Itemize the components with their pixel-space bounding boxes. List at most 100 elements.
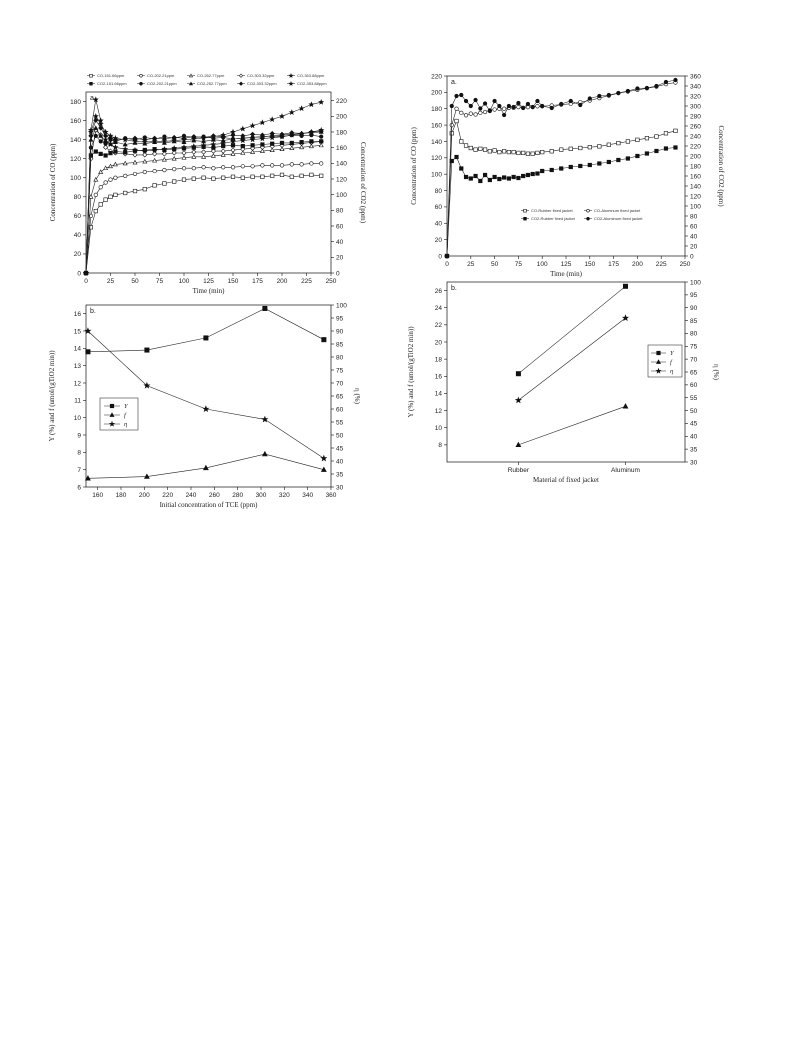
- legend-marker: [656, 359, 661, 364]
- data-point: [103, 180, 108, 185]
- legend-marker: [188, 73, 194, 78]
- y-tick-label: 14: [435, 391, 443, 398]
- data-point: [308, 129, 314, 135]
- data-point: [535, 171, 540, 176]
- data-point: [606, 159, 611, 165]
- data-point: [502, 149, 507, 154]
- data-point: [279, 146, 285, 151]
- data-point: [463, 113, 469, 118]
- data-point: [250, 131, 256, 137]
- y2-tick-label: 40: [690, 233, 698, 240]
- y2-tick-label: 260: [690, 123, 701, 130]
- data-point: [211, 176, 216, 181]
- y2-tick-label: 95: [336, 315, 344, 322]
- data-point: [521, 105, 526, 111]
- y2-tick-label: 120: [336, 176, 347, 183]
- data-point: [622, 283, 628, 289]
- y2-tick-label: 0: [690, 253, 694, 260]
- data-point: [492, 107, 497, 112]
- data-point: [530, 151, 535, 156]
- data-point: [309, 139, 314, 144]
- data-point: [143, 473, 150, 479]
- panel-label: a.: [451, 79, 457, 86]
- data-point: [482, 172, 488, 178]
- legend-box: [647, 344, 683, 378]
- data-point: [261, 415, 269, 423]
- y2-tick-label: 200: [336, 114, 347, 121]
- data-point: [103, 133, 109, 139]
- data-point: [93, 208, 98, 214]
- data-point: [616, 157, 621, 163]
- series-line: [85, 134, 322, 274]
- data-point: [162, 147, 167, 153]
- data-point: [299, 173, 304, 178]
- data-point: [578, 145, 583, 151]
- x-axis-label: Time (min): [550, 270, 582, 278]
- data-point: [261, 450, 268, 457]
- x-tick-label: 250: [680, 261, 691, 268]
- legend-marker: [238, 81, 244, 86]
- y-tick-label: 6: [77, 484, 81, 491]
- series-line: [87, 308, 325, 353]
- legend-label: CO2-252.77ppm: [197, 81, 227, 86]
- data-point: [270, 163, 275, 168]
- data-point: [240, 150, 246, 155]
- data-point: [171, 137, 178, 144]
- y2-tick-label: 30: [336, 484, 344, 491]
- data-point: [162, 181, 167, 186]
- series-line: [87, 330, 325, 459]
- data-point: [654, 134, 659, 139]
- data-point: [97, 120, 104, 127]
- y-tick-label: 10: [435, 425, 443, 432]
- data-point: [191, 154, 197, 159]
- data-point: [478, 178, 483, 184]
- data-point: [269, 147, 275, 152]
- data-point: [320, 466, 327, 472]
- data-point: [673, 128, 678, 133]
- legend-marker: [238, 73, 244, 78]
- data-point: [482, 109, 488, 115]
- data-point: [93, 176, 99, 182]
- data-point: [587, 96, 592, 101]
- data-point: [644, 151, 650, 156]
- data-point: [85, 349, 91, 355]
- data-point: [240, 164, 245, 169]
- data-point: [98, 185, 103, 190]
- y2-tick-label: 160: [690, 173, 701, 180]
- y2-tick-label: 240: [690, 133, 701, 140]
- data-point: [191, 166, 196, 171]
- chart-yield-vs-jacket: Rubber Aluminum 8 10 12 14 16 18 20 22 24 26 30 35 40 4…: [407, 279, 720, 484]
- data-point: [113, 192, 118, 197]
- panel-label: b.: [90, 308, 96, 315]
- y-tick-label: 13: [74, 363, 82, 370]
- panel-label: b.: [451, 285, 457, 292]
- legend-label: CO2-Aluminum fixed jacket: [594, 216, 643, 221]
- data-point: [478, 146, 483, 151]
- data-point: [93, 192, 98, 197]
- x-tick-label: 225: [301, 278, 312, 285]
- plot-frame: [446, 75, 686, 257]
- data-point: [250, 164, 255, 169]
- data-point: [270, 173, 275, 178]
- y2-tick-label: 80: [690, 213, 698, 220]
- x-tick-label: 25: [467, 261, 475, 268]
- data-point: [549, 105, 554, 111]
- data-point: [98, 139, 103, 144]
- data-point: [597, 144, 602, 149]
- data-point: [190, 135, 197, 142]
- legend-label: η: [670, 368, 673, 375]
- y2-tick-label: 65: [336, 393, 344, 400]
- data-point: [497, 103, 502, 109]
- y2-tick-label: 55: [336, 419, 344, 426]
- y-tick-label: 12: [435, 408, 443, 415]
- y-tick-label: 8: [77, 450, 81, 457]
- data-point: [112, 144, 119, 150]
- legend-label: CO-202.21ppm: [147, 73, 175, 78]
- series-line: [85, 163, 322, 274]
- data-point: [289, 140, 294, 146]
- legend-marker: [109, 412, 115, 417]
- data-point: [459, 92, 464, 98]
- data-point: [521, 150, 526, 156]
- data-point: [673, 77, 678, 83]
- data-point: [319, 139, 324, 144]
